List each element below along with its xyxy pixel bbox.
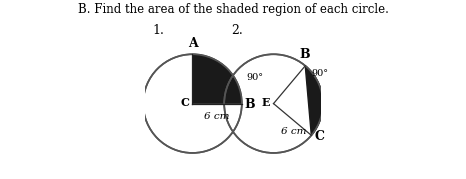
Text: C: C: [315, 130, 324, 143]
Polygon shape: [305, 66, 323, 135]
Text: 6 cm: 6 cm: [205, 112, 230, 120]
Text: A: A: [188, 37, 198, 50]
Text: 1.: 1.: [152, 24, 164, 37]
Text: 90°: 90°: [311, 69, 329, 78]
Text: 2.: 2.: [231, 24, 243, 37]
Wedge shape: [192, 54, 242, 104]
Text: 90°: 90°: [246, 73, 263, 83]
Text: B. Find the area of the shaded region of each circle.: B. Find the area of the shaded region of…: [77, 3, 389, 16]
Text: B: B: [244, 98, 254, 111]
Text: 6 cm: 6 cm: [281, 127, 306, 136]
Text: C: C: [180, 97, 189, 108]
Text: B: B: [299, 48, 310, 61]
Text: E: E: [262, 97, 270, 108]
